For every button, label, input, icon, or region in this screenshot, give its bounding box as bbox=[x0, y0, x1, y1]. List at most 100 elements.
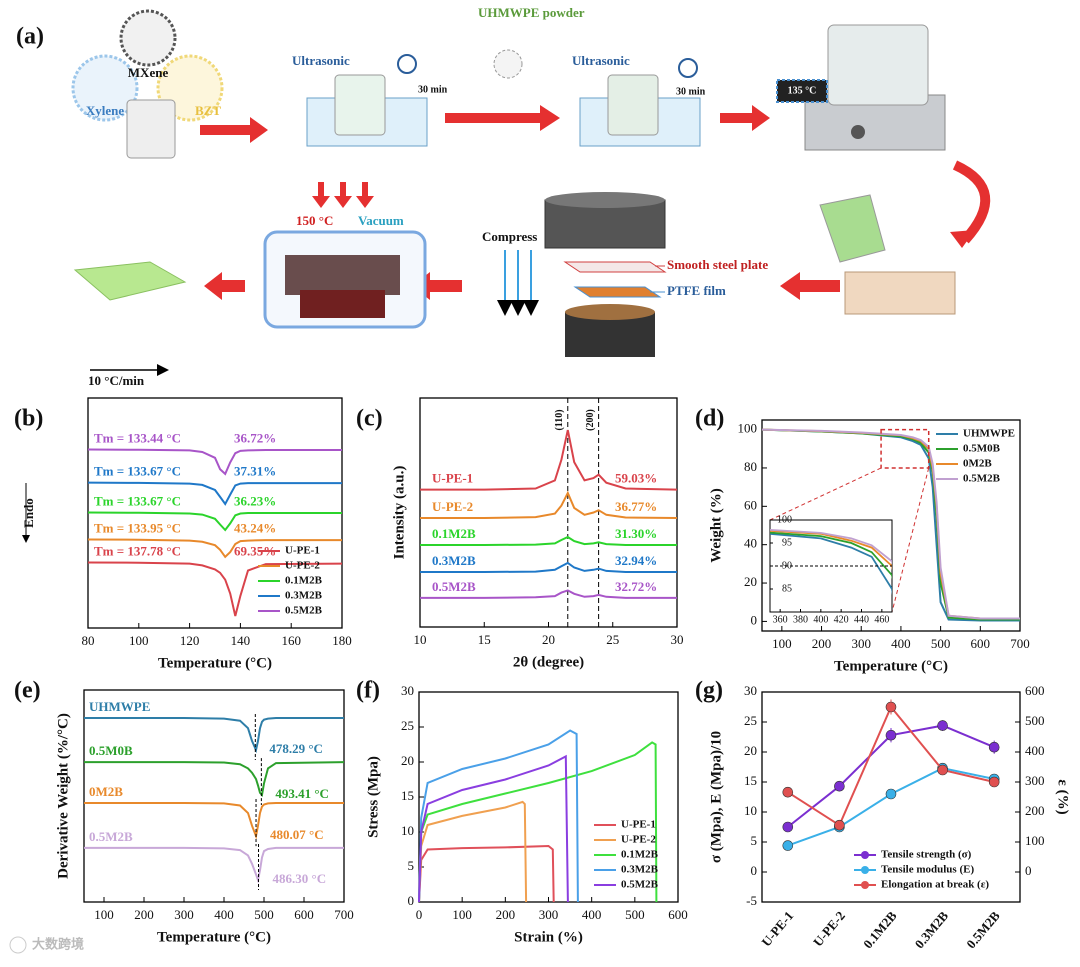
legend-label: 0.5M0B bbox=[963, 443, 1001, 455]
peak-label: (110) bbox=[554, 409, 565, 430]
beaker bbox=[827, 24, 929, 106]
composite-film bbox=[73, 261, 187, 301]
marker bbox=[937, 720, 948, 731]
x-tick-label: 120 bbox=[180, 633, 200, 648]
legend-label: Elongation at break (ε) bbox=[881, 879, 989, 891]
peak-label: 493.41 °C bbox=[275, 786, 329, 801]
series-line bbox=[87, 448, 342, 476]
x-tick-label: 700 bbox=[334, 907, 354, 922]
marker bbox=[834, 780, 845, 792]
beaker bbox=[126, 99, 176, 159]
series-line bbox=[418, 729, 579, 903]
compress-arrows bbox=[497, 250, 539, 316]
x-tick-label: 20 bbox=[542, 632, 555, 647]
x-tick-label: 500 bbox=[931, 636, 951, 651]
tm-label: Tm = 137.78 °C bbox=[94, 543, 181, 558]
series-label: 0.3M2B bbox=[432, 553, 476, 568]
arrow bbox=[445, 105, 560, 131]
series-line bbox=[84, 846, 344, 884]
x-tick-label: 30 bbox=[671, 632, 684, 647]
inset-y-tick-label: 95 bbox=[782, 537, 792, 548]
legend-label: U-PE-1 bbox=[621, 819, 656, 831]
series-line bbox=[84, 761, 345, 798]
series-line bbox=[84, 717, 344, 754]
inset-x-tick-label: 400 bbox=[813, 614, 828, 625]
y-tick-label: 20 bbox=[744, 743, 757, 758]
legend-label: 0.5M2B bbox=[621, 879, 659, 891]
x-tick-label: 160 bbox=[281, 633, 301, 648]
mold bbox=[844, 271, 956, 315]
mold-top bbox=[285, 255, 400, 295]
mxene-icon bbox=[119, 9, 177, 67]
inset-y-tick-label: 85 bbox=[782, 583, 792, 594]
series-label: 0M2B bbox=[89, 784, 123, 799]
x-tick-label: 100 bbox=[452, 907, 472, 922]
crystallinity-label: 36.72% bbox=[234, 431, 276, 446]
press-top-face bbox=[545, 192, 665, 208]
series-label: 0.5M2B bbox=[89, 829, 133, 844]
series-line bbox=[420, 561, 677, 573]
plot-frame bbox=[761, 691, 1021, 903]
crystallinity-label: 43.24% bbox=[234, 520, 276, 535]
x-tick-label: 25 bbox=[606, 632, 619, 647]
x-tick-label: 100 bbox=[129, 633, 149, 648]
legend-label: 0.1M2B bbox=[285, 575, 323, 587]
peak-label: 478.29 °C bbox=[269, 741, 323, 756]
inset-x-tick-label: 360 bbox=[773, 614, 788, 625]
series-line bbox=[418, 844, 555, 903]
label: 135 °C bbox=[788, 85, 817, 96]
x-tick-label: 0.5M2B bbox=[963, 908, 1003, 951]
tm-label: Tm = 133.67 °C bbox=[94, 494, 181, 509]
x-tick-label: 80 bbox=[82, 633, 95, 648]
tilted-beaker bbox=[819, 194, 886, 263]
arrow bbox=[720, 105, 770, 131]
y2-axis-label: ε (%) bbox=[1055, 779, 1071, 814]
knob bbox=[851, 125, 865, 139]
y-tick-label: 15 bbox=[401, 788, 414, 803]
zoom-connector bbox=[891, 467, 930, 613]
series-line bbox=[420, 589, 677, 599]
y-tick-label: 0 bbox=[408, 893, 415, 908]
legend-label: U-PE-2 bbox=[285, 560, 320, 572]
panel-label: (f) bbox=[356, 678, 380, 704]
x-tick-label: U-PE-1 bbox=[758, 908, 796, 949]
display bbox=[776, 79, 828, 103]
inset-x-tick-label: 420 bbox=[834, 614, 849, 625]
y-tick-label: 5 bbox=[408, 858, 415, 873]
series-line bbox=[87, 481, 342, 506]
x-tick-label: 700 bbox=[1010, 636, 1030, 651]
inset-y-tick-label: 90 bbox=[782, 560, 792, 571]
x-axis-label: Temperature (°C) bbox=[834, 658, 948, 674]
rate-label: 10 °C/min bbox=[88, 373, 145, 388]
label: Compress bbox=[482, 229, 537, 244]
plot-frame bbox=[761, 419, 1021, 632]
x-tick-label: 15 bbox=[478, 632, 491, 647]
series-line bbox=[420, 490, 678, 519]
marker bbox=[782, 821, 794, 833]
y-tick-label: 60 bbox=[744, 497, 757, 512]
inset-y-tick-label: 100 bbox=[777, 514, 792, 525]
label: MXene bbox=[128, 65, 169, 80]
y-tick-label: 25 bbox=[744, 713, 757, 728]
zoom-connector bbox=[769, 467, 882, 521]
mold-bottom bbox=[300, 290, 385, 318]
series-label: U-PE-2 bbox=[432, 499, 473, 514]
label: Ultrasonic bbox=[572, 53, 630, 68]
y-axis-label: Weight (%) bbox=[708, 488, 724, 563]
series-line bbox=[418, 741, 658, 903]
x-tick-label: 300 bbox=[539, 907, 559, 922]
legend-marker bbox=[861, 866, 869, 874]
y-tick-label: 20 bbox=[744, 574, 757, 589]
peak-label: (200) bbox=[585, 409, 596, 431]
value-label: 32.94% bbox=[615, 553, 657, 568]
x-tick-label: 500 bbox=[625, 907, 645, 922]
label: BZT bbox=[195, 103, 221, 118]
series-line bbox=[87, 538, 342, 559]
y-axis-label: Intensity (a.u.) bbox=[391, 466, 407, 560]
y-tick-label: 80 bbox=[744, 459, 757, 474]
peak-label: 480.07 °C bbox=[270, 827, 324, 842]
press-bottom-face bbox=[565, 304, 655, 320]
legend-label: Tensile strength (σ) bbox=[881, 849, 972, 861]
series-line bbox=[787, 705, 995, 827]
y-tick-label: 0 bbox=[751, 612, 758, 627]
